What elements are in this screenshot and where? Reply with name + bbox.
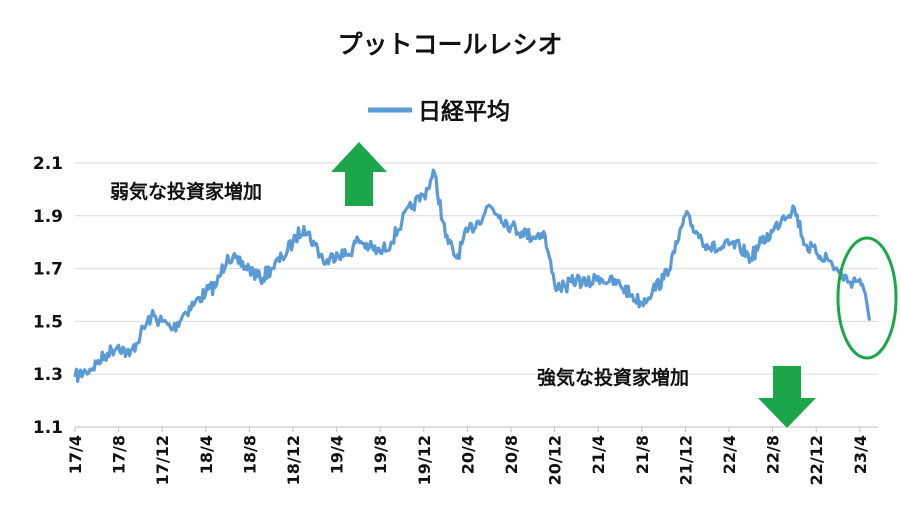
y-tick-label: 1.9 bbox=[33, 207, 63, 227]
x-tick-label: 22/4 bbox=[720, 435, 739, 474]
series-line-nikkei bbox=[73, 168, 872, 383]
legend: 日経平均 bbox=[368, 98, 510, 125]
y-tick-label: 1.7 bbox=[33, 260, 63, 280]
grid bbox=[75, 162, 878, 428]
x-tick-label: 22/8 bbox=[764, 435, 783, 474]
x-tick-label: 19/12 bbox=[415, 435, 434, 485]
y-tick-label: 1.3 bbox=[33, 365, 63, 385]
x-tick-label: 21/8 bbox=[633, 435, 652, 474]
highlight-ellipse bbox=[836, 236, 898, 360]
x-tick-label: 18/12 bbox=[284, 435, 303, 485]
x-tick-label: 17/12 bbox=[153, 435, 172, 485]
y-axis-ticks: 1.1 1.3 1.5 1.7 1.9 2.1 bbox=[33, 154, 63, 438]
x-axis-ticks: 17/4 17/8 17/12 18/4 18/8 18/12 19/4 19/8 19/12 2… bbox=[66, 427, 870, 485]
chart-title: プットコールレシオ bbox=[337, 30, 562, 59]
y-tick-label: 1.5 bbox=[33, 312, 63, 332]
x-tick-label: 17/8 bbox=[110, 435, 129, 474]
x-tick-label: 17/4 bbox=[66, 435, 85, 474]
up-arrow-icon bbox=[331, 142, 387, 206]
x-tick-label: 18/4 bbox=[197, 435, 216, 474]
annotation-bullish-label: 強気な投資家増加 bbox=[537, 366, 689, 389]
down-arrow-icon bbox=[758, 366, 816, 428]
y-tick-label: 1.1 bbox=[33, 418, 63, 438]
y-tick-label: 2.1 bbox=[33, 154, 63, 174]
annotation-bullish: 強気な投資家増加 bbox=[537, 366, 816, 428]
x-tick-label: 21/4 bbox=[589, 435, 608, 474]
x-tick-label: 18/8 bbox=[240, 435, 259, 474]
annotation-bearish-label: 弱気な投資家増加 bbox=[110, 180, 262, 203]
x-tick-label: 21/12 bbox=[676, 435, 695, 485]
x-tick-label: 22/12 bbox=[807, 435, 826, 485]
x-tick-label: 19/4 bbox=[328, 435, 347, 474]
x-tick-label: 20/4 bbox=[458, 435, 477, 474]
x-tick-label: 20/12 bbox=[546, 435, 565, 485]
x-tick-label: 20/8 bbox=[502, 435, 521, 474]
x-tick-label: 23/4 bbox=[851, 435, 870, 474]
legend-label: 日経平均 bbox=[418, 98, 510, 125]
x-tick-label: 19/8 bbox=[371, 435, 390, 474]
annotation-bearish: 弱気な投資家増加 bbox=[110, 142, 387, 206]
